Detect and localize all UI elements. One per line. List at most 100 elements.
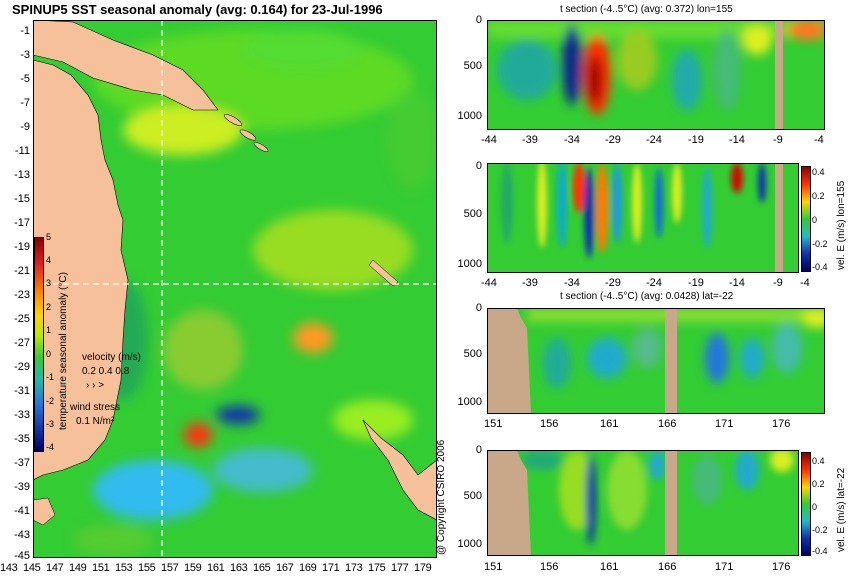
- velocity-legend-values: 0.2 0.4 0.8: [82, 366, 130, 377]
- lat-tick: -39: [14, 481, 30, 493]
- map-lat-axis: -1 -3 -5 -7 -9 -11 -13 -15 -17 -19 -21 -…: [0, 20, 32, 562]
- cbar-tick: 3: [46, 278, 52, 288]
- y-tick: 0: [475, 160, 482, 172]
- lat-tick: -35: [14, 433, 30, 445]
- lat-tick: -1: [20, 25, 30, 37]
- cbar-tick: 2: [46, 302, 52, 312]
- lat-tick: -31: [14, 385, 30, 397]
- lat-tick: -23: [14, 289, 30, 301]
- cbar-tick: -4: [46, 442, 55, 452]
- y-tick: 0: [475, 444, 482, 456]
- lat-tick: -9: [20, 121, 30, 133]
- cbar-tick: 5: [46, 232, 52, 242]
- lat-tick: -37: [14, 457, 30, 469]
- panel-v-lon-xaxis: -44 -39 -34 -29 -24 -19 -14 -9 -4: [480, 277, 830, 291]
- lat-tick: -7: [20, 97, 30, 109]
- x-tick: -9: [773, 277, 783, 289]
- lon-tick: 167: [276, 562, 294, 574]
- panel-t-lon-yaxis: 0 500 1000: [440, 14, 484, 134]
- cbar-tick: -0.4: [812, 546, 828, 556]
- panel-t-lat-plot[interactable]: [487, 308, 825, 414]
- x-tick: -34: [564, 134, 580, 146]
- cbar-tick: -3: [46, 419, 55, 429]
- x-tick: -39: [522, 277, 538, 289]
- lon-tick: 169: [299, 562, 317, 574]
- cbar-tick: 0: [812, 215, 818, 225]
- lon-tick: 177: [391, 562, 409, 574]
- cbar-tick: 0.4: [812, 456, 825, 466]
- lon-tick: 151: [92, 562, 110, 574]
- x-tick: -24: [646, 134, 662, 146]
- x-tick: -4: [814, 134, 824, 146]
- cbar-tick: -0.2: [812, 239, 828, 249]
- map-lon-axis: 143 145 147 149 151 153 155 157 159 161 …: [0, 562, 440, 578]
- panel-t-lon-plot[interactable]: [487, 20, 825, 130]
- cbar-tick: 0.4: [812, 167, 825, 177]
- velocity-arrows-icon: › › >: [86, 380, 105, 391]
- cbar-tick: -0.4: [812, 262, 828, 272]
- main-map-title: SPINUP5 SST seasonal anomaly (avg: 0.164…: [12, 2, 383, 17]
- panel-v-lat-xaxis: 151 156 161 166 171 176: [480, 561, 830, 575]
- x-tick: -29: [605, 277, 621, 289]
- lat-tick: -5: [20, 73, 30, 85]
- panel-v-lat-side-label: vel. E (m/s) lat=-22: [836, 467, 847, 552]
- lon-tick: 161: [207, 562, 225, 574]
- panel-t-lon-xaxis: -44 -39 -34 -29 -24 -19 -14 -9 -4: [480, 134, 830, 148]
- x-tick: -19: [688, 134, 704, 146]
- cbar-tick: -1: [46, 372, 55, 382]
- lat-tick: -15: [14, 193, 30, 205]
- new-guinea-landmass: [33, 20, 219, 111]
- lon-tick: 165: [253, 562, 271, 574]
- panel-v-lon-cbar-ticks: 0.4 0.2 0 -0.2 -0.4: [812, 163, 834, 273]
- solomon-islands: [223, 114, 269, 152]
- x-tick: -29: [605, 134, 621, 146]
- lat-tick: -21: [14, 265, 30, 277]
- cbar-tick: -2: [46, 396, 55, 406]
- x-tick: 166: [658, 418, 677, 430]
- lon-tick: 155: [138, 562, 156, 574]
- lat-tick: -13: [14, 169, 30, 181]
- lon-tick: 173: [345, 562, 363, 574]
- panel-v-lon-side-label: vel. E (m/s) lon=155: [836, 180, 847, 270]
- lon-tick: 143: [0, 562, 18, 574]
- x-tick: 171: [715, 561, 734, 573]
- panel-v-lat-cbar-ticks: 0.4 0.2 0 -0.2 -0.4: [812, 450, 834, 556]
- panel-v-lat-plot[interactable]: [487, 450, 799, 556]
- panel-v-lon-plot[interactable]: [487, 163, 799, 273]
- panel-t-lat-title: t section (-4..5°C) (avg: 0.0428) lat=-2…: [560, 291, 734, 302]
- lon-tick: 147: [46, 562, 64, 574]
- new-caledonia: [368, 259, 399, 287]
- velocity-legend-title: velocity (m/s): [82, 352, 141, 363]
- lat-tick: -43: [14, 529, 30, 541]
- x-tick: -39: [522, 134, 538, 146]
- panel-v-lat-yaxis: 0 500 1000: [440, 444, 484, 560]
- lon-tick: 149: [69, 562, 87, 574]
- y-tick: 500: [463, 490, 482, 502]
- x-tick: 161: [600, 418, 619, 430]
- x-tick: 176: [772, 561, 791, 573]
- y-tick: 1000: [457, 258, 482, 270]
- colorbar-ticks: 5 4 3 2 1 0 -1 -2 -3 -4: [46, 232, 60, 457]
- lat-tick: -45: [14, 550, 30, 562]
- y-tick: 500: [463, 208, 482, 220]
- y-tick: 0: [475, 302, 482, 314]
- x-tick: 161: [600, 561, 619, 573]
- lon-tick: 163: [230, 562, 248, 574]
- lon-tick: 159: [184, 562, 202, 574]
- lon-tick: 145: [23, 562, 41, 574]
- x-tick: 171: [715, 418, 734, 430]
- lat-tick: -3: [20, 49, 30, 61]
- x-tick: 156: [540, 418, 559, 430]
- x-tick: -14: [729, 277, 745, 289]
- x-tick: 156: [540, 561, 559, 573]
- panel-v-lon-cbar: [801, 166, 811, 272]
- lat-tick: -11: [14, 145, 30, 157]
- cbar-tick: 0.2: [812, 191, 825, 201]
- x-tick: -44: [481, 134, 497, 146]
- sst-anomaly-map[interactable]: [33, 20, 437, 558]
- panel-v-lat-cbar: [801, 452, 811, 556]
- x-tick: -34: [564, 277, 580, 289]
- cbar-tick: 0: [812, 502, 818, 512]
- x-tick: 151: [484, 418, 503, 430]
- cbar-tick: 0: [46, 349, 52, 359]
